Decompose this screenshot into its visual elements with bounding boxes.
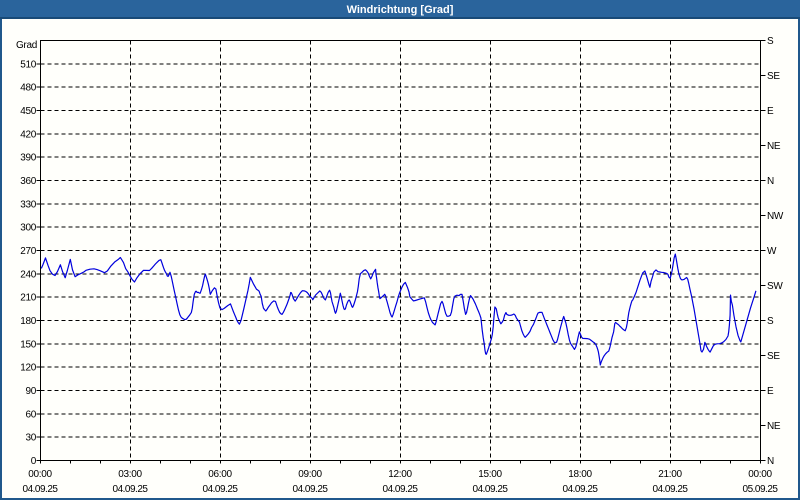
svg-text:SE: SE [767, 71, 780, 82]
svg-text:210: 210 [20, 293, 37, 304]
svg-text:NE: NE [767, 141, 781, 152]
svg-text:04.09.25: 04.09.25 [23, 484, 59, 495]
svg-text:S: S [767, 36, 774, 47]
svg-text:04.09.25: 04.09.25 [293, 484, 329, 495]
svg-text:E: E [767, 386, 774, 397]
svg-text:330: 330 [20, 199, 37, 210]
svg-text:04.09.25: 04.09.25 [653, 484, 689, 495]
svg-text:270: 270 [20, 246, 37, 257]
svg-text:05.09.25: 05.09.25 [743, 484, 779, 495]
svg-text:510: 510 [20, 59, 37, 70]
svg-text:NW: NW [767, 211, 784, 222]
svg-text:00:00: 00:00 [28, 469, 52, 480]
svg-text:360: 360 [20, 176, 37, 187]
svg-text:60: 60 [25, 409, 36, 420]
svg-text:12:00: 12:00 [388, 469, 412, 480]
svg-text:04.09.25: 04.09.25 [473, 484, 509, 495]
svg-text:04.09.25: 04.09.25 [383, 484, 419, 495]
svg-text:120: 120 [20, 363, 37, 374]
svg-text:N: N [767, 456, 774, 467]
svg-text:18:00: 18:00 [568, 469, 592, 480]
svg-text:00:00: 00:00 [748, 469, 772, 480]
svg-text:15:00: 15:00 [478, 469, 502, 480]
svg-text:450: 450 [20, 106, 37, 117]
svg-text:06:00: 06:00 [208, 469, 232, 480]
svg-text:N: N [767, 176, 774, 187]
svg-text:S: S [767, 316, 774, 327]
svg-text:Grad: Grad [16, 40, 37, 51]
svg-text:SE: SE [767, 351, 780, 362]
svg-text:90: 90 [25, 386, 36, 397]
svg-text:04.09.25: 04.09.25 [563, 484, 599, 495]
svg-text:NE: NE [767, 421, 781, 432]
svg-text:480: 480 [20, 83, 37, 94]
svg-text:390: 390 [20, 153, 37, 164]
svg-text:W: W [767, 246, 777, 257]
svg-text:09:00: 09:00 [298, 469, 322, 480]
svg-text:03:00: 03:00 [118, 469, 142, 480]
svg-text:21:00: 21:00 [658, 469, 682, 480]
svg-text:240: 240 [20, 269, 37, 280]
svg-text:180: 180 [20, 316, 37, 327]
svg-text:300: 300 [20, 223, 37, 234]
svg-text:0: 0 [31, 456, 37, 467]
svg-text:30: 30 [25, 433, 36, 444]
svg-text:420: 420 [20, 129, 37, 140]
svg-text:04.09.25: 04.09.25 [203, 484, 239, 495]
svg-text:150: 150 [20, 339, 37, 350]
svg-text:SW: SW [767, 281, 783, 292]
svg-text:E: E [767, 106, 774, 117]
svg-text:04.09.25: 04.09.25 [113, 484, 149, 495]
